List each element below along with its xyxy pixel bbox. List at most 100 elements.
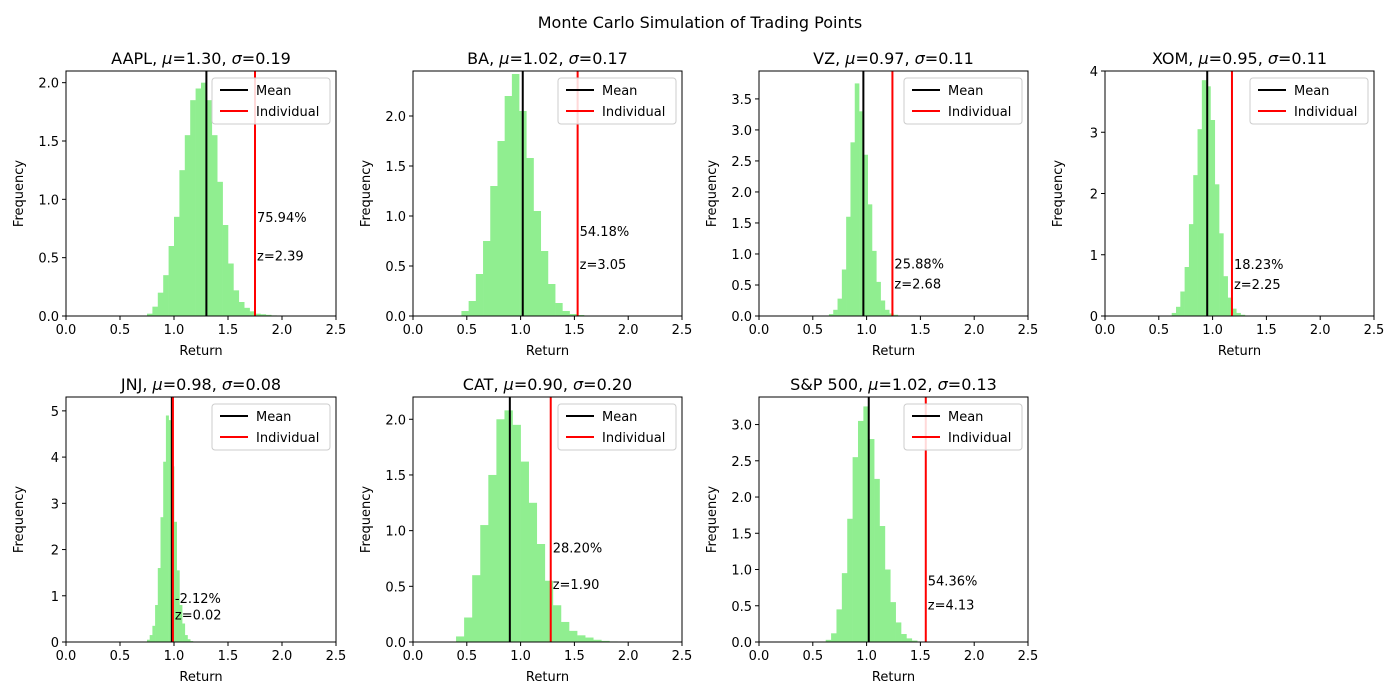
histogram-bar: [520, 461, 529, 642]
histogram-bar: [244, 307, 250, 316]
y-axis-label: Frequency: [12, 486, 27, 553]
legend: Mean Individual: [1249, 77, 1369, 125]
y-tick-label: 1.0: [385, 210, 406, 225]
histogram-bar: [1201, 80, 1207, 316]
legend: Mean Individual: [211, 77, 331, 125]
histogram-bar: [468, 301, 477, 316]
histogram-bars: [1171, 80, 1250, 316]
y-tick-label: 2.0: [731, 186, 752, 201]
x-tick-label: 2.5: [326, 323, 347, 338]
x-tick-label: 0.0: [56, 649, 77, 664]
x-tick-label: 0.5: [802, 649, 823, 664]
subplot-vz: 25.88%z=2.680.0 0.5 1.0 1.5 2.0 2.5Return0.00…: [705, 49, 1038, 359]
histogram-bar: [880, 300, 886, 316]
x-tick-label: 0.5: [110, 649, 131, 664]
legend-individual-label: Individual: [1294, 105, 1357, 120]
y-tick-label: 2.5: [731, 455, 752, 470]
legend-individual-label: Individual: [602, 431, 665, 446]
y-tick-label: 0: [51, 636, 59, 651]
histogram-bar: [1197, 129, 1203, 316]
histogram-bar: [854, 83, 860, 316]
histogram-bar: [488, 474, 497, 642]
percent-annotation: 25.88%: [894, 257, 944, 272]
histogram-bar: [874, 478, 880, 642]
x-tick-label: 0.0: [749, 323, 770, 338]
histogram-bar: [464, 617, 473, 642]
histogram-bars: [147, 82, 283, 317]
axes-frame: [758, 70, 1029, 317]
subplot-xom: 18.23% z=2.25 0.0 0.5 1.0 1.5 2.0 2.5 Return 0 1 2 3…: [1051, 49, 1384, 359]
histogram-bar: [152, 625, 156, 642]
histogram-bar: [879, 526, 886, 642]
x-tick-label: 0.0: [56, 323, 77, 338]
x-tick-label: 1.5: [1256, 323, 1277, 338]
y-tick-label: 3.0: [731, 419, 752, 434]
histogram-bar: [174, 216, 180, 316]
histogram-bar: [163, 275, 169, 316]
histogram-bar: [868, 439, 875, 642]
y-tick-label: 0.0: [731, 310, 752, 325]
y-axis-label: Frequency: [359, 160, 374, 227]
y-tick-label: 1: [51, 590, 59, 605]
percent-annotation: 28.20%: [553, 541, 603, 556]
histogram-bar: [836, 609, 843, 642]
histogram-bar: [1188, 224, 1194, 316]
y-axis: 0 1 2 3 4 Frequency: [1051, 65, 1105, 325]
x-tick-label: 1.0: [510, 323, 531, 338]
histogram-bar: [165, 415, 169, 642]
histogram-bar: [1193, 175, 1198, 316]
axes-frame: [65, 70, 337, 317]
histogram-bar: [255, 313, 261, 316]
y-axis: 0.0 0.5 1.0 1.5 2.0 Frequency: [359, 110, 413, 325]
subplot-title: S&P 500, μ=1.02, σ=0.13: [790, 375, 997, 394]
histogram-bar: [1180, 291, 1185, 316]
histogram-bar: [1210, 120, 1216, 316]
histogram-bar: [585, 637, 594, 642]
y-tick-label: 0.0: [385, 636, 406, 651]
legend-mean-label: Mean: [602, 410, 637, 425]
legend-individual-label: Individual: [948, 431, 1011, 446]
x-tick-label: 1.0: [164, 323, 185, 338]
y-tick-label: 1.0: [731, 564, 752, 579]
y-tick-label: 5: [51, 405, 59, 420]
legend-mean-label: Mean: [256, 410, 291, 425]
histogram-bar: [475, 274, 484, 316]
percent-annotation: 18.23%: [1234, 258, 1284, 273]
histogram-bar: [528, 502, 538, 642]
x-tick-label: 2.5: [1364, 323, 1385, 338]
histogram-bar: [825, 639, 832, 642]
x-axis-label: Return: [526, 344, 569, 359]
y-axis-label: Frequency: [12, 160, 27, 227]
y-tick-label: 3: [1090, 126, 1098, 141]
y-tick-label: 3.0: [731, 124, 752, 139]
histogram-bar: [512, 424, 521, 642]
x-axis: 0.0 0.5 1.0 1.5 2.0 2.5 Return: [749, 642, 1038, 685]
histogram-bar: [184, 135, 191, 316]
x-tick-label: 0.0: [403, 649, 424, 664]
legend-individual-label: Individual: [948, 105, 1011, 120]
histogram-bar: [260, 314, 267, 316]
legend-mean-label: Mean: [948, 410, 983, 425]
histogram-bar: [195, 88, 202, 316]
histogram-bar: [483, 241, 491, 316]
x-tick-label: 1.5: [564, 323, 585, 338]
histogram-bar: [168, 420, 172, 642]
histogram-bar: [552, 605, 562, 642]
histogram-bar: [163, 461, 167, 642]
y-tick-label: 2.0: [38, 77, 59, 92]
y-tick-label: 3.5: [731, 93, 752, 108]
histogram-bar: [859, 111, 864, 316]
histogram-bar: [190, 100, 196, 317]
y-tick-label: 1.5: [385, 160, 406, 175]
legend-individual-label: Individual: [602, 105, 665, 120]
y-tick-label: 2.0: [385, 413, 406, 428]
legend: Mean Individual: [903, 403, 1023, 451]
histogram-bar: [211, 135, 218, 316]
axes-frame: [65, 396, 337, 643]
x-tick-label: 0.0: [1095, 323, 1116, 338]
subplot-aapl: 75.94%z=2.390.0 0.5 1.0 1.5 2.0 2.5Return0.00…: [12, 49, 346, 359]
histogram-bar: [876, 281, 881, 316]
x-axis: 0.0 0.5 1.0 1.5 2.0 2.5 Return: [403, 316, 692, 359]
histogram-bar: [895, 622, 902, 642]
